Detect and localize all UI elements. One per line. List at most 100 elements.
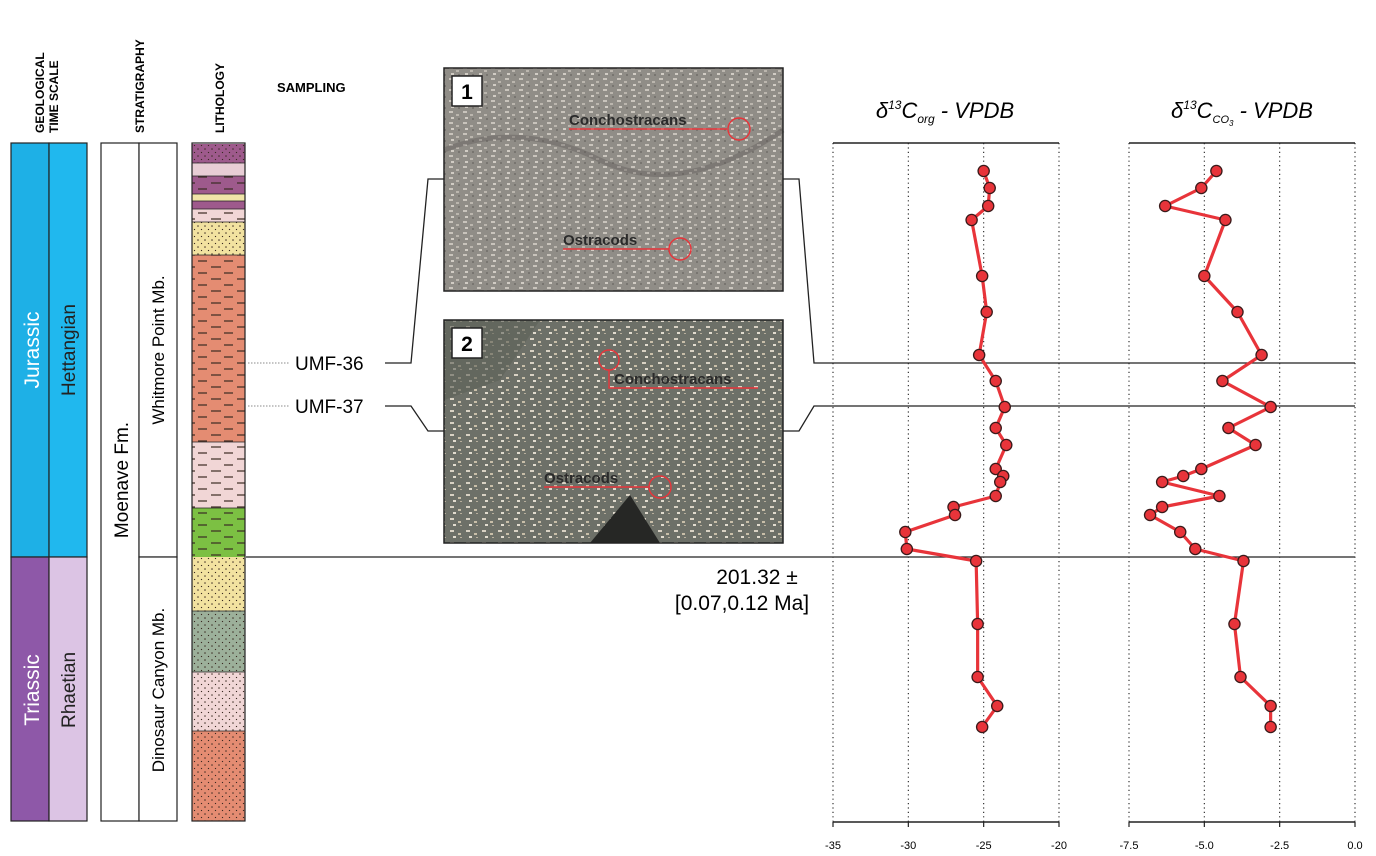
- triassic-box: [10, 556, 50, 822]
- d13c-co3-data-point: [1176, 469, 1190, 483]
- d13c-org-data-point: [899, 525, 912, 539]
- photo2-right-connector: [783, 405, 1355, 432]
- header-lithology: LITHOLOGY: [213, 63, 227, 133]
- d13c-org-title-delta: δ: [876, 98, 889, 123]
- header-sampling: SAMPLING: [277, 80, 346, 95]
- d13c-co3-data-point: [1234, 670, 1247, 684]
- d13c-co3-data-point: [1158, 199, 1172, 213]
- lith-bed: [192, 194, 245, 201]
- d13c-org-title: δ13Corg - VPDB: [876, 98, 1014, 126]
- d13c-co3-data-point: [1173, 525, 1187, 539]
- d13c-org-tick-label: -20: [1051, 840, 1067, 852]
- d13c-co3-title-c: C: [1197, 98, 1213, 123]
- d13c-org-data-point: [971, 617, 984, 631]
- photo-2-label-ostracods: Ostracods: [544, 470, 618, 487]
- d13c-co3-data-point: [1189, 542, 1202, 556]
- formation-box: [100, 142, 140, 822]
- photo-1: 1 Conchostracans Ostracods: [443, 67, 785, 292]
- photo-2-label-conchostracans: Conchostracans: [614, 371, 732, 388]
- lith-bed: [192, 144, 245, 163]
- d13c-org-data-point: [971, 670, 984, 684]
- d13c-org-title-sub: org: [917, 112, 935, 126]
- jurassic-box: [10, 142, 50, 558]
- d13c-org-data-point: [989, 489, 1002, 503]
- d13c-org-data-point: [975, 269, 989, 283]
- d13c-org-data-point: [948, 508, 962, 522]
- d13c-org-data-point: [965, 213, 978, 227]
- photo-1-conchostracan-marker: [727, 117, 751, 141]
- photo-2: 2 Conchostracans Ostracods: [443, 319, 784, 544]
- formation-label: Moenave Fm.: [112, 422, 133, 538]
- d13c-org-series-line: [903, 170, 1008, 728]
- lith-bed: [192, 442, 245, 508]
- lith-bed: [192, 255, 245, 442]
- d13c-co3-series-line: [1148, 169, 1273, 727]
- header-stratigraphy: STRATIGRAPHY: [133, 39, 147, 133]
- photo-1-number: 1: [461, 81, 473, 104]
- photo-2-number-box: [451, 327, 483, 359]
- d13c-org-chart: δ13Corg - VPDB -35 -30 -25 -20: [825, 98, 1067, 852]
- d13c-org-data-point: [983, 181, 996, 195]
- d13c-org-data-point: [980, 305, 993, 319]
- d13c-org-data-point: [989, 374, 1002, 388]
- d13c-co3-tick-label: -2.5: [1270, 840, 1289, 852]
- upper-member-label: Whitmore Point Mb.: [149, 275, 168, 424]
- d13c-co3-title-subsub: 3: [1229, 119, 1234, 128]
- d13c-co3-data-point: [1216, 374, 1229, 388]
- d13c-co3-tick-label: 0.0: [1347, 840, 1362, 852]
- sample-label-umf37: UMF-37: [295, 397, 364, 418]
- photo-1-label-conchostracans: Conchostracans: [569, 112, 687, 129]
- d13c-co3-data-point: [1249, 438, 1262, 452]
- d13c-org-tick-label: -25: [976, 840, 992, 852]
- lith-bed: [192, 672, 245, 731]
- d13c-co3-data-point: [1231, 305, 1244, 319]
- time-scale-column: Jurassic Hettangian Triassic Rhaetian: [10, 142, 88, 822]
- d13c-co3-title: δ13CCO3 - VPDB: [1171, 98, 1313, 128]
- d13c-co3-data-point: [1143, 508, 1157, 522]
- d13c-org-data-point: [975, 720, 989, 734]
- d13c-org-title-sup: 13: [888, 98, 902, 112]
- sample-connector-umf36: [385, 178, 444, 364]
- d13c-org-data-point: [990, 699, 1004, 713]
- photo-2-number: 2: [461, 333, 473, 356]
- d13c-co3-data-point: [1195, 181, 1208, 195]
- sample-connector-umf37: [385, 405, 444, 432]
- hettangian-label: Hettangian: [59, 304, 80, 396]
- d13c-co3-data-point: [1155, 475, 1169, 489]
- lith-bed: [192, 176, 245, 194]
- d13c-co3-data-point: [1210, 164, 1223, 178]
- triassic-label: Triassic: [21, 654, 44, 726]
- d13c-co3-data-point: [1222, 421, 1235, 435]
- d13c-co3-title-delta: δ: [1171, 98, 1184, 123]
- d13c-co3-data-point: [1198, 269, 1211, 283]
- d13c-co3-data-point: [1255, 348, 1268, 362]
- photo1-right-connector: [783, 178, 1355, 364]
- d13c-org-data-point: [981, 199, 995, 213]
- d13c-org-data-point: [969, 554, 983, 568]
- lith-bed: [192, 731, 245, 821]
- photo-1-image: [444, 68, 783, 291]
- d13c-co3-data-point: [1195, 462, 1208, 476]
- lith-bed: [192, 611, 245, 672]
- boundary-age-line2: [0.07,0.12 Ma]: [675, 592, 809, 615]
- d13c-org-data-point: [977, 164, 990, 178]
- lithology-frame: [191, 142, 246, 822]
- lith-bed: [192, 163, 245, 176]
- d13c-co3-data-point: [1264, 400, 1277, 414]
- lower-member-label: Dinosaur Canyon Mb.: [149, 608, 168, 772]
- rhaetian-box: [48, 556, 88, 822]
- d13c-org-data-point: [989, 421, 1002, 435]
- d13c-org-data-point: [972, 348, 986, 362]
- d13c-org-tick-label: -35: [825, 840, 841, 852]
- lith-bed: [192, 222, 245, 255]
- d13c-co3-tick-label: -5.0: [1195, 840, 1214, 852]
- rhaetian-label: Rhaetian: [59, 652, 80, 728]
- hettangian-box: [48, 142, 88, 558]
- lower-member-box: [138, 556, 178, 822]
- photo-1-ostracod-marker: [668, 237, 692, 261]
- d13c-co3-data-point: [1219, 213, 1232, 227]
- d13c-co3-data-point: [1264, 699, 1277, 713]
- lith-bed: [192, 209, 245, 222]
- d13c-org-data-point: [998, 400, 1012, 414]
